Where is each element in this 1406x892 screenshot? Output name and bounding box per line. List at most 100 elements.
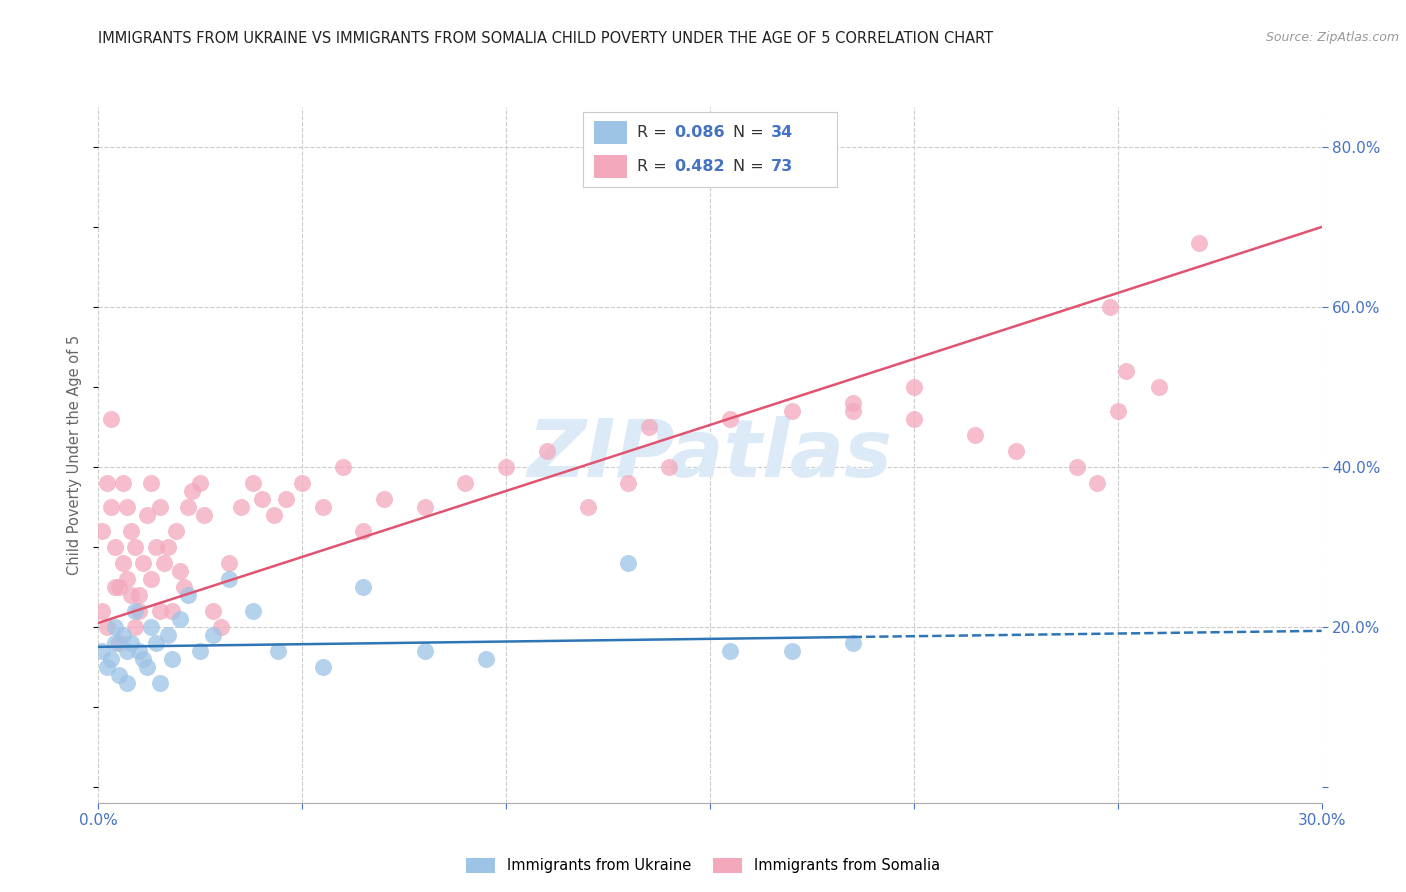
Point (352, 524, 374, 538)
Point (720, 644, 742, 658)
Point (177, 500, 200, 514)
Point (373, 491, 395, 506)
Text: ZIPatlas: ZIPatlas (527, 416, 893, 494)
Point (617, 556, 640, 570)
Point (128, 644, 150, 658)
Point (263, 508, 285, 522)
Point (124, 604, 146, 618)
Point (780, 404, 803, 418)
Point (136, 660, 159, 674)
Point (267, 644, 290, 658)
Point (218, 556, 240, 570)
Point (145, 540, 167, 554)
Point (841, 636, 863, 650)
Point (1066, 459, 1088, 474)
Point (100, 652, 122, 666)
Text: IMMIGRANTS FROM UKRAINE VS IMMIGRANTS FROM SOMALIA CHILD POVERTY UNDER THE AGE O: IMMIGRANTS FROM UKRAINE VS IMMIGRANTS FR… (98, 31, 994, 46)
Point (100, 500, 122, 514)
Point (312, 500, 335, 514)
Point (1107, 404, 1129, 418)
Point (242, 604, 264, 618)
Point (1147, 380, 1170, 394)
Point (841, 396, 863, 410)
Point (111, 475, 134, 490)
Point (104, 540, 127, 554)
Text: Source: ZipAtlas.com: Source: ZipAtlas.com (1265, 31, 1399, 45)
Point (104, 580, 127, 594)
Text: R =: R = (637, 160, 672, 174)
Point (156, 540, 179, 554)
Point (96, 660, 118, 674)
Point (160, 652, 183, 666)
Point (128, 604, 150, 618)
Point (115, 500, 138, 514)
Point (658, 459, 681, 474)
Point (1098, 300, 1121, 314)
Point (638, 420, 661, 434)
Point (141, 572, 163, 586)
Point (136, 508, 159, 522)
Point (96, 475, 118, 490)
Point (193, 508, 215, 522)
Point (250, 491, 273, 506)
Point (291, 475, 314, 490)
Legend: Immigrants from Ukraine, Immigrants from Somalia: Immigrants from Ukraine, Immigrants from… (458, 850, 948, 880)
Point (242, 475, 264, 490)
Point (209, 620, 232, 634)
Point (115, 676, 138, 690)
Text: 0.482: 0.482 (675, 160, 725, 174)
Point (1115, 364, 1137, 378)
Text: N =: N = (733, 125, 769, 140)
Point (96, 620, 118, 634)
Point (152, 556, 174, 570)
Point (141, 475, 163, 490)
Point (1188, 235, 1211, 250)
Point (132, 652, 155, 666)
Point (474, 652, 498, 666)
Point (100, 412, 122, 426)
Point (413, 500, 436, 514)
Point (173, 580, 195, 594)
FancyBboxPatch shape (593, 155, 627, 178)
Point (188, 475, 212, 490)
Point (495, 459, 517, 474)
Point (104, 636, 127, 650)
Point (108, 580, 131, 594)
Point (218, 572, 240, 586)
Text: 73: 73 (770, 160, 793, 174)
Point (120, 636, 142, 650)
Point (132, 556, 155, 570)
Point (201, 604, 224, 618)
Point (720, 412, 742, 426)
Point (128, 588, 150, 602)
Point (124, 540, 146, 554)
Point (111, 556, 134, 570)
Point (169, 612, 191, 626)
Text: N =: N = (733, 160, 769, 174)
Point (149, 604, 172, 618)
Point (1004, 444, 1026, 458)
Point (780, 644, 803, 658)
Point (188, 644, 212, 658)
Point (965, 428, 987, 442)
Point (903, 380, 925, 394)
Point (141, 620, 163, 634)
Point (413, 644, 436, 658)
Point (352, 580, 374, 594)
Point (91, 524, 114, 538)
Text: 34: 34 (770, 125, 793, 140)
Point (576, 500, 599, 514)
Point (169, 564, 191, 578)
Point (274, 491, 297, 506)
Point (120, 524, 142, 538)
Point (454, 475, 477, 490)
Point (160, 604, 183, 618)
Point (165, 524, 187, 538)
Point (1085, 475, 1108, 490)
FancyBboxPatch shape (593, 121, 627, 145)
Point (120, 588, 142, 602)
Point (536, 444, 558, 458)
Point (903, 412, 925, 426)
Point (108, 636, 131, 650)
Text: 0.086: 0.086 (675, 125, 725, 140)
